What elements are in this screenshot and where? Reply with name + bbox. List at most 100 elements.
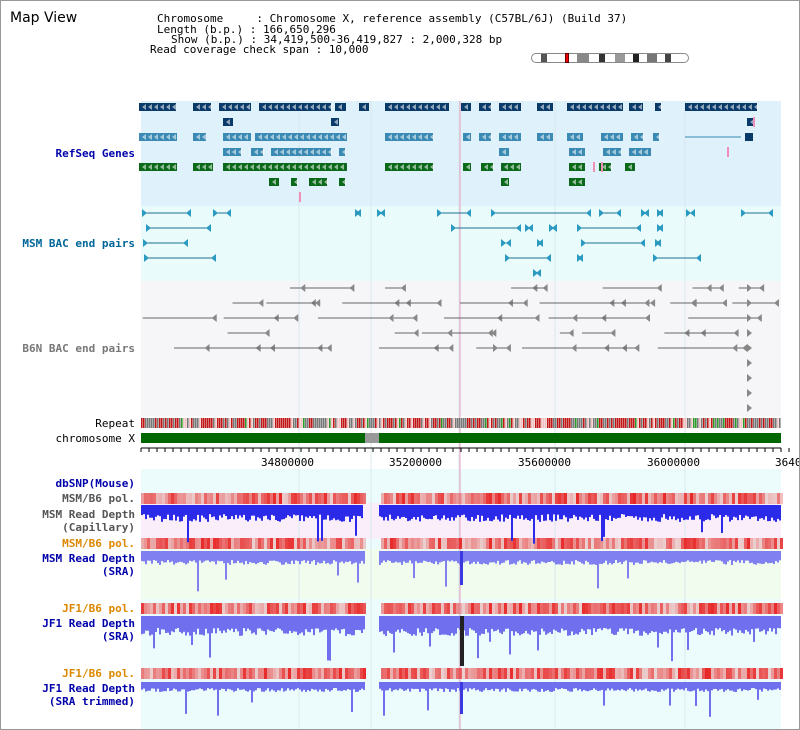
- repeat-feature: [469, 418, 471, 428]
- jf1-sra-depth-bar: [753, 616, 755, 642]
- b6n-end: [732, 344, 738, 352]
- strand-arrow: [316, 104, 320, 110]
- jf1-b6-pol-bin: [513, 603, 516, 614]
- msm-capillary-depth-bar: [755, 505, 757, 517]
- jf1-trim-depth-bar: [349, 682, 351, 690]
- chromosome-ideogram[interactable]: [531, 53, 689, 63]
- msm-capillary-depth-bar: [749, 505, 751, 520]
- jf1-b6-pol-bin: [648, 603, 651, 614]
- msm-capillary-depth-bar: [653, 505, 655, 518]
- track-label-chromosome[interactable]: chromosome X: [55, 432, 135, 445]
- msm-b6-pol-bin: [522, 538, 525, 549]
- jf1-b6-pol-bin: [537, 603, 540, 614]
- msm-b6-pol-bin: [543, 538, 546, 549]
- repeat-feature: [337, 418, 339, 428]
- msm-sra-depth-bar: [611, 551, 613, 565]
- repeat-feature: [317, 418, 319, 428]
- msm-capillary-depth-bar: [357, 505, 359, 516]
- msm-b6-pol-bin: [162, 538, 165, 549]
- b6n-end: [747, 344, 752, 352]
- track-label-msm-depth-sra[interactable]: MSM Read Depth: [42, 552, 135, 565]
- strand-arrow: [338, 104, 342, 110]
- msm-capillary-depth-bar: [707, 505, 709, 520]
- jf1-b6-pol-bin: [747, 603, 750, 614]
- msm-capillary-depth-bar: [381, 505, 383, 518]
- repeat-feature: [635, 418, 637, 428]
- track-label-msm-b6-pol[interactable]: MSM/B6 pol.: [62, 492, 135, 505]
- track-label-repeat[interactable]: Repeat: [95, 417, 135, 430]
- msm-b6-pol-bin: [582, 538, 585, 549]
- repeat-feature: [601, 418, 603, 428]
- bac-end: [658, 209, 663, 217]
- jf1-sra-depth-bar: [495, 616, 497, 631]
- jf1-b6-pol-bin: [225, 668, 228, 679]
- strand-arrow: [292, 164, 296, 170]
- msm-b6-pol-bin: [750, 493, 753, 504]
- track-label-jf1-pol-2[interactable]: JF1/B6 pol.: [62, 667, 135, 680]
- jf1-trim-depth-bar: [363, 682, 365, 690]
- track-label-msm-bac[interactable]: MSM BAC end pairs: [22, 237, 135, 250]
- jf1-sra-depth-bar: [229, 616, 231, 631]
- msm-capillary-depth-bar: [511, 505, 513, 541]
- jf1-sra-depth-bar: [199, 616, 201, 635]
- track-label-jf1-trim[interactable]: JF1 Read Depth: [42, 682, 135, 695]
- msm-b6-pol-bin: [606, 493, 609, 504]
- msm-b6-pol-bin: [258, 493, 261, 504]
- repeat-feature: [623, 418, 625, 428]
- track-label-refseq[interactable]: RefSeq Genes: [55, 147, 135, 160]
- msm-capillary-depth-bar: [361, 505, 363, 519]
- jf1-trim-depth-bar: [685, 682, 687, 689]
- jf1-b6-pol-bin: [465, 603, 468, 614]
- jf1-trim-depth-bar: [261, 682, 263, 692]
- msm-b6-pol-bin: [252, 493, 255, 504]
- jf1-b6-pol-bin: [657, 668, 660, 679]
- msm-capillary-depth-bar: [485, 505, 487, 521]
- jf1-b6-pol-bin: [285, 603, 288, 614]
- jf1-trim-depth-bar: [223, 682, 225, 690]
- jf1-b6-pol-bin: [312, 668, 315, 679]
- msm-b6-pol-bin: [606, 538, 609, 549]
- msm-b6-pol-bin: [189, 538, 192, 549]
- repeat-feature: [421, 418, 423, 428]
- jf1-b6-pol-bin: [609, 668, 612, 679]
- jf1-sra-depth-bar: [573, 616, 575, 635]
- jf1-b6-pol-bin: [708, 668, 711, 679]
- jf1-sra-depth-bar: [353, 616, 355, 636]
- bac-end: [546, 254, 551, 262]
- jf1-trim-depth-bar: [237, 682, 239, 689]
- refseq-track-area[interactable]: [141, 101, 781, 206]
- jf1-trim-depth-bar: [625, 682, 627, 692]
- track-label-msm-b6-pol-2[interactable]: MSM/B6 pol.: [62, 537, 135, 550]
- msm-b6-pol-bin: [585, 493, 588, 504]
- msm-capillary-depth-bar: [695, 505, 697, 516]
- repeat-feature: [485, 418, 487, 428]
- strand-arrow: [572, 149, 576, 155]
- msm-b6-pol-bin: [231, 538, 234, 549]
- msm-bac-track-area[interactable]: [141, 206, 781, 281]
- jf1-b6-pol-bin: [588, 603, 591, 614]
- msm-b6-pol-bin: [684, 538, 687, 549]
- track-label-msm-depth-capillary[interactable]: MSM Read Depth: [42, 508, 135, 521]
- strand-arrow: [256, 164, 260, 170]
- jf1-b6-pol-bin: [444, 668, 447, 679]
- msm-capillary-depth-bar: [243, 505, 245, 515]
- repeat-feature: [181, 418, 183, 428]
- jf1-trim-depth-bar: [527, 682, 529, 691]
- track-label-b6n-bac[interactable]: B6N BAC end pairs: [22, 342, 135, 355]
- b6n-end: [571, 344, 577, 352]
- msm-sra-depth-bar: [431, 551, 433, 564]
- msm-sra-depth-bar: [293, 551, 295, 565]
- track-label-jf1-pol[interactable]: JF1/B6 pol.: [62, 602, 135, 615]
- msm-capillary-depth-bar: [751, 505, 753, 518]
- msm-sra-depth-bar: [193, 551, 195, 561]
- msm-b6-pol-bin: [546, 538, 549, 549]
- jf1-trim-depth-bar: [243, 682, 245, 690]
- msm-sra-depth-bar: [625, 551, 627, 561]
- track-label-dbsnp[interactable]: dbSNP(Mouse): [55, 477, 135, 490]
- repeat-feature: [555, 418, 557, 428]
- msm-capillary-depth-bar: [349, 505, 351, 522]
- msm-capillary-depth-bar: [271, 505, 273, 515]
- msm-capillary-depth-bar: [517, 505, 519, 516]
- track-label-jf1-depth[interactable]: JF1 Read Depth: [42, 617, 135, 630]
